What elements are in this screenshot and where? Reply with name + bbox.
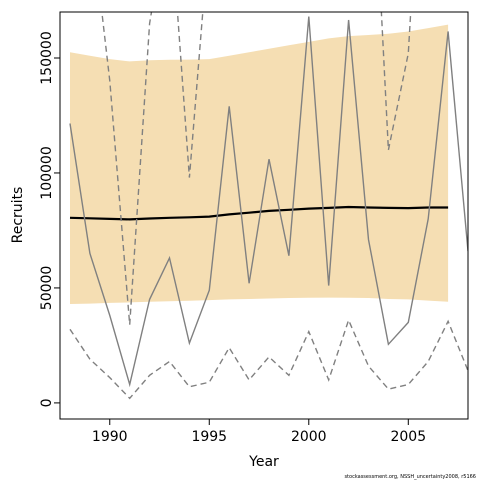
lower-dashed-line: [69, 318, 468, 400]
y-tick-label: 50000: [39, 266, 55, 311]
x-tick-label: 1995: [191, 429, 227, 445]
plot-area: [69, 12, 468, 400]
x-tick-label: 2005: [390, 429, 426, 445]
confidence-band: [70, 24, 449, 304]
x-tick-label: 1990: [92, 429, 128, 445]
x-axis-label: Year: [248, 454, 279, 470]
y-axis-label: Recruits: [10, 187, 26, 244]
y-tick-label: 0: [39, 398, 55, 407]
x-tick-label: 2000: [291, 429, 327, 445]
median-line: [69, 205, 449, 221]
axes: 1990 1995 2000 2005 0 50000 100000 150000: [39, 31, 426, 445]
y-tick-label: 100000: [39, 146, 55, 199]
y-tick-label: 150000: [39, 31, 55, 84]
plot-frame: [59, 11, 469, 420]
upper-dashed-line: [101, 12, 412, 325]
credit-text: stockassessment.org, NSSH_uncertainty200…: [344, 474, 476, 480]
estimate-line: [69, 16, 468, 388]
